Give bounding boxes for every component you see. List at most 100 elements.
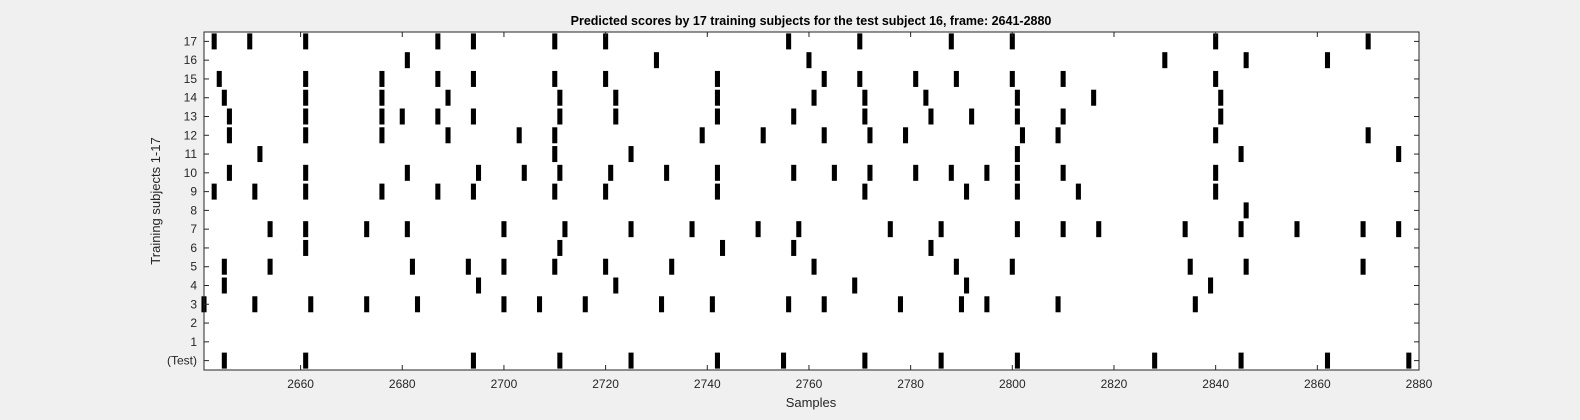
event-mark <box>470 183 476 200</box>
event-mark <box>435 70 441 87</box>
event-mark <box>521 164 527 181</box>
event-mark <box>603 33 609 50</box>
y-tick-label: 8 <box>190 203 197 217</box>
event-mark <box>435 108 441 125</box>
event-mark <box>303 108 309 125</box>
event-mark <box>811 258 817 275</box>
event-mark <box>465 258 471 275</box>
event-mark <box>379 70 385 87</box>
x-tick-label: 2840 <box>1202 377 1229 391</box>
event-mark <box>755 221 761 238</box>
event-mark <box>1060 221 1066 238</box>
event-mark <box>821 127 827 144</box>
event-mark <box>887 221 893 238</box>
event-mark <box>379 183 385 200</box>
event-mark <box>552 127 558 144</box>
event-mark <box>470 352 476 369</box>
y-tick-label: 2 <box>190 316 197 330</box>
event-mark <box>1238 221 1244 238</box>
event-mark <box>867 164 873 181</box>
x-tick-label: 2820 <box>1101 377 1128 391</box>
event-mark <box>557 239 563 256</box>
event-mark <box>1243 258 1249 275</box>
y-tick-label: 12 <box>184 128 198 142</box>
event-mark <box>786 296 792 313</box>
event-mark <box>1009 70 1015 87</box>
event-mark <box>379 89 385 106</box>
x-axis: 2660 2680 2700 2720 2740 2760 2780 2800 2820 2840… <box>287 32 1433 391</box>
event-mark <box>714 108 720 125</box>
y-tick-label: 7 <box>190 222 197 236</box>
event-mark <box>1238 146 1244 163</box>
y-tick-label: 16 <box>184 53 198 67</box>
event-mark <box>1192 296 1198 313</box>
event-mark <box>613 108 619 125</box>
y-tick-label: 9 <box>190 185 197 199</box>
event-mark <box>867 127 873 144</box>
event-mark <box>267 221 273 238</box>
event-mark <box>303 89 309 106</box>
event-mark <box>613 277 619 294</box>
event-mark <box>303 70 309 87</box>
event-mark <box>303 164 309 181</box>
y-tick-label: 14 <box>184 91 198 105</box>
event-mark <box>1019 127 1025 144</box>
event-mark <box>1243 52 1249 69</box>
event-mark <box>781 352 787 369</box>
event-mark <box>806 52 812 69</box>
event-mark <box>552 70 558 87</box>
event-mark <box>923 89 929 106</box>
event-mark <box>862 352 868 369</box>
event-mark <box>659 296 665 313</box>
event-mark <box>664 164 670 181</box>
event-mark <box>903 127 909 144</box>
event-mark <box>938 221 944 238</box>
event-mark <box>984 164 990 181</box>
event-mark <box>1055 296 1061 313</box>
x-axis-label: Samples <box>786 395 837 410</box>
event-mark <box>1055 127 1061 144</box>
event-mark <box>303 127 309 144</box>
event-mark <box>791 108 797 125</box>
event-mark <box>786 33 792 50</box>
event-mark <box>501 221 507 238</box>
y-tick-label: 1 <box>190 335 197 349</box>
event-mark <box>1324 52 1331 69</box>
x-tick-label: 2780 <box>897 377 924 391</box>
event-mark <box>1009 258 1015 275</box>
event-mark <box>221 89 227 106</box>
event-mark <box>308 296 314 313</box>
event-mark <box>857 70 863 87</box>
event-mark <box>1152 352 1158 369</box>
event-mark <box>562 221 568 238</box>
event-mark <box>709 296 715 313</box>
plot-background <box>204 32 1419 370</box>
event-mark <box>1009 33 1015 50</box>
x-tick-label: 2660 <box>287 377 314 391</box>
event-mark <box>628 221 634 238</box>
event-mark <box>211 183 217 200</box>
event-mark <box>303 352 309 369</box>
plot-area <box>201 31 1420 371</box>
event-mark <box>470 70 476 87</box>
event-mark <box>796 221 802 238</box>
y-tick-label: (Test) <box>167 354 197 368</box>
event-mark <box>1091 89 1097 106</box>
event-mark <box>267 258 273 275</box>
x-tick-label: 2700 <box>491 377 518 391</box>
event-mark <box>1060 108 1066 125</box>
event-mark <box>1406 352 1412 369</box>
event-mark <box>414 296 421 313</box>
event-mark <box>252 296 258 313</box>
event-mark <box>1213 183 1219 200</box>
event-mark <box>1162 52 1168 69</box>
event-mark <box>1396 146 1402 163</box>
event-mark <box>862 89 868 106</box>
event-mark <box>211 33 217 50</box>
event-mark <box>475 277 482 294</box>
event-mark <box>821 70 827 87</box>
event-mark <box>1014 221 1020 238</box>
event-mark <box>1365 127 1371 144</box>
event-mark <box>404 52 410 69</box>
